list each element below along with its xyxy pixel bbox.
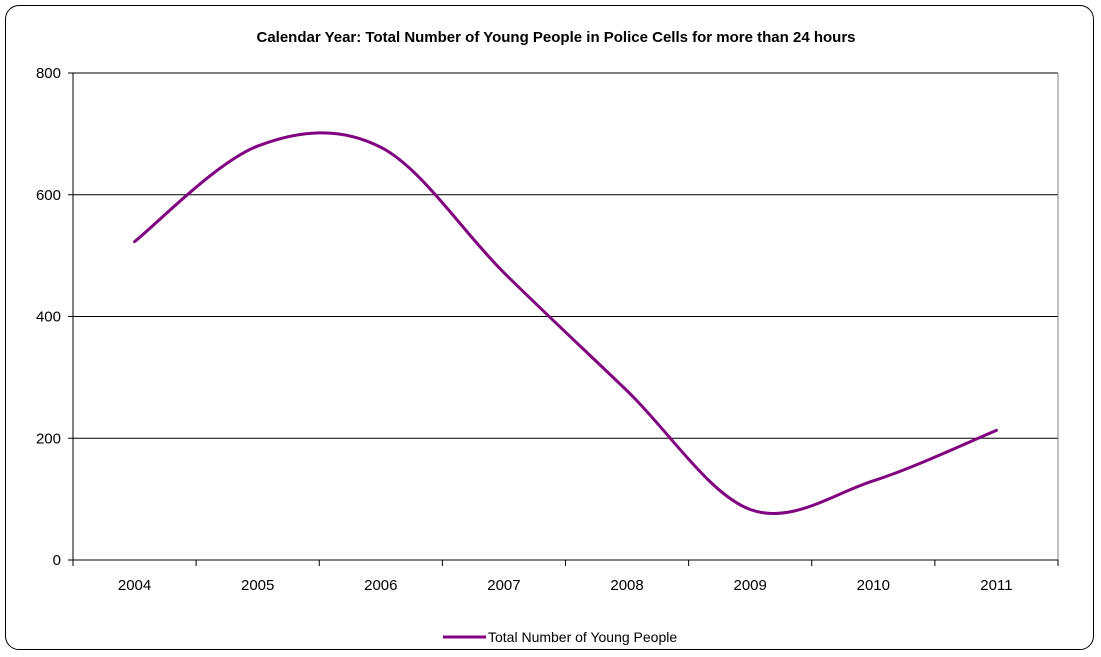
y-tick-label: 800 xyxy=(36,65,61,82)
y-tick-labels: 0 200 400 600 800 xyxy=(36,65,61,569)
x-tick-label: 2009 xyxy=(734,577,767,594)
x-tick-labels: 2004 2005 2006 2007 2008 2009 2010 2011 xyxy=(118,577,1013,594)
y-tick-label: 400 xyxy=(36,309,61,326)
x-tick-label: 2007 xyxy=(487,577,520,594)
y-tick-label: 200 xyxy=(36,430,61,447)
chart-frame xyxy=(5,5,1094,650)
x-tick-label: 2010 xyxy=(857,577,890,594)
gridlines xyxy=(73,72,1058,439)
chart-title: Calendar Year: Total Number of Young Peo… xyxy=(256,29,855,46)
y-tick-label: 0 xyxy=(53,552,61,569)
series-lines xyxy=(133,131,998,515)
x-tick-label: 2006 xyxy=(364,577,397,594)
x-tick-label: 2005 xyxy=(241,577,274,594)
x-tick-label: 2011 xyxy=(980,577,1012,594)
y-tick-label: 600 xyxy=(36,187,61,204)
legend-label: Total Number of Young People xyxy=(488,629,677,645)
x-tick-label: 2008 xyxy=(610,577,643,594)
x-tick-label: 2004 xyxy=(118,577,151,594)
legend: Total Number of Young People xyxy=(443,629,677,645)
axes xyxy=(68,72,1059,566)
series-line-0 xyxy=(133,131,998,515)
